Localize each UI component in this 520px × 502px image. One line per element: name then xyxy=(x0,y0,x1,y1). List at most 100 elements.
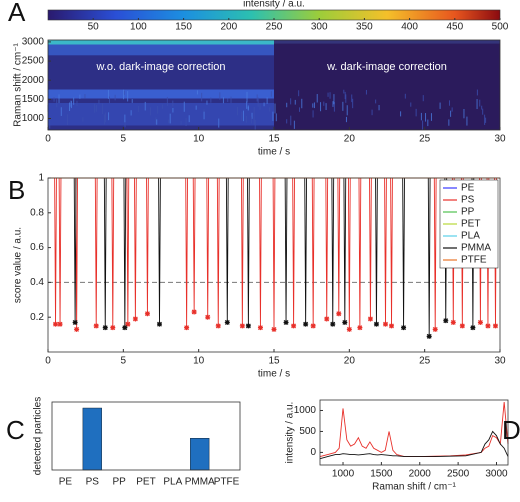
x-tick-label: 15 xyxy=(268,134,280,145)
x-tick-label: PP xyxy=(112,477,126,488)
y-axis-label: detected particles xyxy=(33,397,44,475)
plot-frame xyxy=(51,401,241,471)
x-tick-label: PLA xyxy=(163,477,182,488)
y-axis-label: intensity / a.u. xyxy=(285,402,296,464)
colorbar-tick-label: 200 xyxy=(220,22,237,33)
point-marker xyxy=(53,321,59,327)
point-marker xyxy=(184,325,190,331)
x-tick-label: 0 xyxy=(45,356,51,367)
point-marker xyxy=(389,323,395,329)
colorbar-tick-label: 300 xyxy=(311,22,328,33)
y-tick-label: 0.2 xyxy=(30,312,44,323)
point-marker xyxy=(156,321,162,327)
x-tick-label: 5 xyxy=(121,134,127,145)
point-marker xyxy=(283,319,289,325)
point-marker xyxy=(459,323,465,329)
heatmap-band xyxy=(274,40,500,44)
point-marker xyxy=(245,323,251,329)
point-marker xyxy=(93,323,99,329)
point-marker xyxy=(122,325,128,331)
point-marker xyxy=(443,318,449,324)
x-axis-label: time / s xyxy=(258,369,290,380)
panel-letter: B xyxy=(8,175,25,205)
colorbar-tick-label: 50 xyxy=(88,22,100,33)
point-marker xyxy=(426,333,432,339)
x-tick-label: PMMA xyxy=(185,477,215,488)
y-tick-label: 0.6 xyxy=(30,242,44,253)
x-tick-label: 10 xyxy=(193,134,205,145)
point-marker xyxy=(401,325,407,331)
point-marker xyxy=(357,325,363,331)
series-line xyxy=(319,402,509,458)
colorbar-tick-label: 150 xyxy=(175,22,192,33)
x-tick-label: 20 xyxy=(344,134,356,145)
x-tick-label: 1000 xyxy=(332,469,355,480)
legend-label: PP xyxy=(461,207,475,218)
x-tick-label: 15 xyxy=(268,356,280,367)
legend-label: PE xyxy=(461,183,475,194)
point-marker xyxy=(239,323,245,329)
x-tick-label: 25 xyxy=(419,134,431,145)
bar xyxy=(190,438,210,471)
x-tick-label: PS xyxy=(86,477,100,488)
x-axis-label: time / s xyxy=(258,147,290,158)
x-tick-label: PE xyxy=(59,477,73,488)
point-marker xyxy=(57,321,63,327)
point-marker xyxy=(450,319,456,325)
point-marker xyxy=(257,325,263,331)
y-tick-label: 0.4 xyxy=(30,277,44,288)
y-tick-label: 500 xyxy=(299,426,316,437)
point-marker xyxy=(485,323,491,329)
y-tick-label: 0 xyxy=(310,447,316,458)
legend-label: PMMA xyxy=(461,243,491,254)
legend-label: PTFE xyxy=(461,255,487,266)
colorbar-tick-label: 400 xyxy=(401,22,418,33)
x-tick-label: 30 xyxy=(494,134,506,145)
point-marker xyxy=(110,325,116,331)
point-marker xyxy=(324,316,330,322)
colorbar-tick-label: 100 xyxy=(130,22,147,33)
colorbar-tick-label: 500 xyxy=(492,22,509,33)
heatmap-band xyxy=(48,103,274,126)
x-tick-label: PET xyxy=(136,477,155,488)
y-axis-label: score value / a.u. xyxy=(13,227,24,303)
panel-letter: D xyxy=(502,415,520,445)
x-tick-label: 30 xyxy=(494,356,506,367)
point-marker xyxy=(470,325,476,331)
point-marker xyxy=(291,323,297,329)
x-tick-label: 20 xyxy=(344,356,356,367)
point-marker xyxy=(74,326,80,332)
point-marker xyxy=(342,319,348,325)
plot-bg xyxy=(320,400,508,465)
x-tick-label: PTFE xyxy=(214,477,240,488)
colorbar-tick-label: 250 xyxy=(266,22,283,33)
point-marker xyxy=(215,323,221,329)
y-tick-label: 3000 xyxy=(22,37,45,48)
heatmap-band xyxy=(48,44,274,56)
point-marker xyxy=(125,321,131,327)
point-marker xyxy=(132,316,138,322)
point-marker xyxy=(271,326,277,332)
x-tick-label: 0 xyxy=(45,134,51,145)
heatmap-band xyxy=(48,89,274,99)
panel-letter: A xyxy=(8,0,26,27)
point-marker xyxy=(373,321,379,327)
y-tick-label: 1000 xyxy=(294,405,317,416)
annotation: w. dark-image correction xyxy=(326,61,447,73)
x-axis-label: Raman shift / cm⁻¹ xyxy=(372,482,456,493)
y-tick-label: 1500 xyxy=(22,94,45,105)
y-tick-label: 1 xyxy=(38,173,44,184)
y-tick-label: 1000 xyxy=(22,113,45,124)
panel-letter: C xyxy=(6,415,25,445)
colorbar-label: intensity / a.u. xyxy=(243,0,305,10)
point-marker xyxy=(310,323,316,329)
heatmap-band xyxy=(48,40,274,45)
series-line xyxy=(319,430,509,460)
x-tick-label: 2500 xyxy=(447,469,470,480)
legend-label: PLA xyxy=(461,231,480,242)
point-marker xyxy=(492,323,498,329)
point-marker xyxy=(336,311,342,317)
y-tick-label: 2500 xyxy=(22,56,45,67)
x-tick-label: 10 xyxy=(193,356,205,367)
y-tick-label: 0.8 xyxy=(30,207,44,218)
